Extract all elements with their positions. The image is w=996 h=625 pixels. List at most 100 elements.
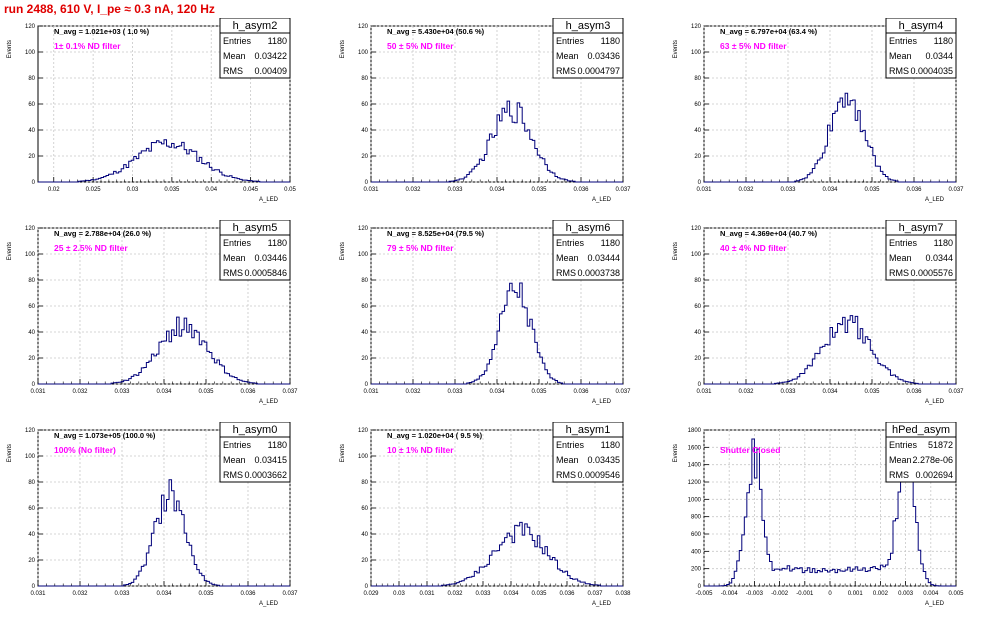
x-tick-label: 0.037 <box>948 187 964 193</box>
stats-box: h_asym0 Entries 1180 Mean 0.03415 RMS 0.000366… <box>219 421 291 483</box>
y-tick-label: 100 <box>691 252 702 258</box>
x-tick-label: 0.036 <box>559 591 575 597</box>
stats-label: Mean <box>889 51 912 61</box>
y-axis: 0 200 400 600 800 1000 1200 1400 1600 1800 <box>688 428 956 590</box>
y-tick-label: 0 <box>698 180 702 186</box>
navg-label: N_avg = 1.073e+05 (100.0 %) <box>54 431 156 440</box>
stats-box: h_asym2 Entries 1180 Mean 0.03422 RMS 0.00409 <box>219 17 291 79</box>
x-tick-label: 0.035 <box>164 187 180 193</box>
stats-value: 0.03436 <box>587 51 620 61</box>
filter-annotation: 63 ± 5% ND filter <box>720 41 787 51</box>
y-tick-label: 0 <box>365 382 369 388</box>
y-tick-label: 0 <box>698 584 702 590</box>
y-tick-label: 0 <box>32 382 36 388</box>
histogram-series <box>371 100 623 183</box>
x-tick-label: 0.036 <box>573 187 589 193</box>
y-axis-title: Events <box>673 242 679 260</box>
x-tick-label: 0.033 <box>780 389 796 395</box>
x-axis-title: A_LED <box>592 601 612 607</box>
panel-h-asym4: 0.031 0.032 0.033 0.034 0.035 0.036 0.037 0 20 40… <box>666 17 996 221</box>
stats-label: RMS <box>889 268 909 278</box>
stats-label: Entries <box>556 440 585 450</box>
stats-label: Entries <box>889 238 918 248</box>
x-tick-label: -0.004 <box>721 591 739 597</box>
panel-h-asym1: 0.029 0.03 0.031 0.032 0.033 0.034 0.035 0.036 0… <box>333 421 663 625</box>
x-tick-label: 0.035 <box>531 187 547 193</box>
navg-label: N_avg = 1.020e+04 ( 9.5 %) <box>387 431 483 440</box>
y-tick-label: 40 <box>694 330 701 336</box>
stats-value: 0.03446 <box>254 253 287 263</box>
x-tick-label: 0.036 <box>240 389 256 395</box>
x-tick-label: 0.038 <box>615 591 631 597</box>
stats-label: RMS <box>889 470 909 480</box>
x-tick-label: 0.005 <box>948 591 964 597</box>
navg-label: N_avg = 2.788e+04 (26.0 %) <box>54 229 152 238</box>
histogram-series <box>704 315 956 385</box>
stats-box: h_asym5 Entries 1180 Mean 0.03446 RMS 0.000584… <box>219 219 291 281</box>
y-tick-label: 800 <box>691 515 702 521</box>
histogram-name: h_asym3 <box>566 20 611 32</box>
y-axis: 0 20 40 60 80 100 120 <box>25 226 290 388</box>
y-tick-label: 60 <box>28 304 35 310</box>
y-tick-label: 120 <box>358 428 369 434</box>
y-tick-label: 120 <box>25 24 36 30</box>
x-tick-label: 0.036 <box>906 187 922 193</box>
stats-label: Entries <box>889 36 918 46</box>
x-tick-label: 0.031 <box>363 389 379 395</box>
y-tick-label: 120 <box>691 226 702 232</box>
stats-label: Mean <box>556 455 579 465</box>
y-tick-label: 80 <box>694 278 701 284</box>
stats-box-frame <box>219 421 291 483</box>
x-tick-label: 0.05 <box>284 187 296 193</box>
x-tick-label: 0.04 <box>205 187 217 193</box>
y-tick-label: 80 <box>28 480 35 486</box>
stats-box-frame <box>885 421 957 483</box>
histogram-name: h_asym5 <box>233 222 278 234</box>
y-axis-title: Events <box>7 242 13 260</box>
y-axis-title: Events <box>7 444 13 462</box>
x-axis-title: A_LED <box>592 399 612 405</box>
x-tick-label: 0.033 <box>114 389 130 395</box>
x-axis-title: A_LED <box>925 399 945 405</box>
x-tick-label: 0.036 <box>573 389 589 395</box>
y-tick-label: 120 <box>358 24 369 30</box>
panel-h-asym7: 0.031 0.032 0.033 0.034 0.035 0.036 0.037 0 20 40… <box>666 219 996 423</box>
x-tick-label: 0.037 <box>282 389 298 395</box>
x-tick-label: 0.033 <box>780 187 796 193</box>
y-axis-title: Events <box>673 444 679 462</box>
stats-box: h_asym4 Entries 1180 Mean 0.0344 RMS 0.0004035 <box>885 17 957 79</box>
stats-value: 2.278e-06 <box>912 455 953 465</box>
histogram-series <box>38 479 290 587</box>
x-tick-label: 0.037 <box>282 591 298 597</box>
histogram-name: h_asym2 <box>233 20 278 32</box>
x-axis-title: A_LED <box>925 197 945 203</box>
x-tick-label: 0.031 <box>30 591 46 597</box>
stats-value: 0.002694 <box>915 470 953 480</box>
histogram-name: h_asym0 <box>233 424 278 436</box>
filter-annotation: 79 ± 5% ND filter <box>387 243 454 253</box>
y-tick-label: 20 <box>694 356 701 362</box>
x-tick-label: 0.037 <box>948 389 964 395</box>
x-tick-label: 0.037 <box>587 591 603 597</box>
x-tick-label: 0.035 <box>531 591 547 597</box>
x-tick-label: 0.031 <box>696 187 712 193</box>
x-tick-label: -0.002 <box>771 591 789 597</box>
y-axis-title: Events <box>340 242 346 260</box>
x-axis-title: A_LED <box>259 197 279 203</box>
x-tick-label: 0.035 <box>864 187 880 193</box>
y-tick-label: 0 <box>698 382 702 388</box>
stats-box: h_asym3 Entries 1180 Mean 0.03436 RMS 0.000479… <box>552 17 624 79</box>
x-tick-label: -0.003 <box>746 591 764 597</box>
histogram-series <box>38 316 290 385</box>
y-tick-label: 60 <box>28 506 35 512</box>
y-tick-label: 100 <box>358 50 369 56</box>
stats-label: RMS <box>223 268 243 278</box>
stats-label: RMS <box>223 470 243 480</box>
y-tick-label: 20 <box>28 154 35 160</box>
stats-value: 0.03444 <box>587 253 620 263</box>
x-tick-label: 0.034 <box>489 187 505 193</box>
histogram-series <box>371 521 623 587</box>
x-tick-label: -0.005 <box>695 591 713 597</box>
stats-box-frame <box>219 219 291 281</box>
stats-value: 0.0344 <box>925 253 953 263</box>
